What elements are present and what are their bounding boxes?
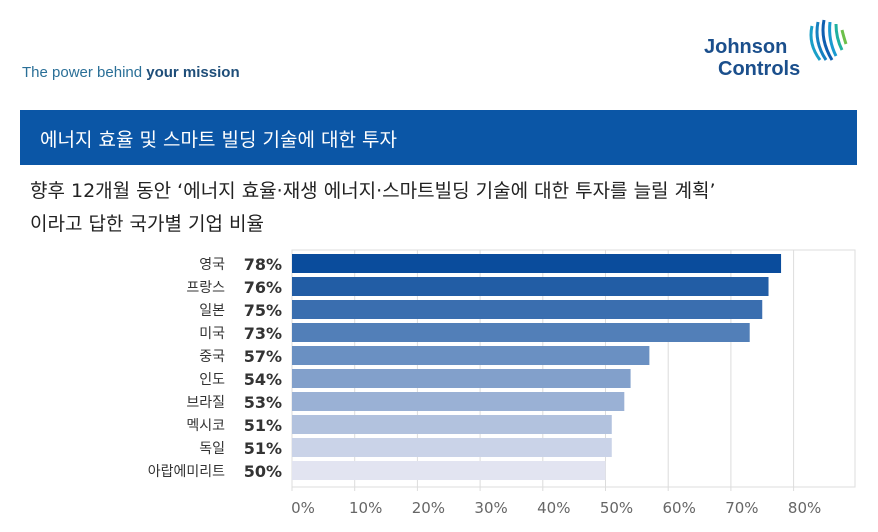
- title-banner: 에너지 효율 및 스마트 빌딩 기술에 대한 투자: [20, 110, 857, 165]
- value-label: 50%: [244, 462, 282, 481]
- category-label: 일본: [199, 303, 225, 319]
- category-label: 중국: [199, 349, 225, 365]
- bar: [292, 461, 606, 480]
- x-tick-label: 50%: [600, 499, 633, 517]
- value-label: 75%: [244, 301, 282, 320]
- bar: [292, 346, 650, 365]
- value-label: 51%: [244, 439, 282, 458]
- bar: [292, 300, 763, 319]
- tagline: The power behind your mission: [22, 64, 240, 81]
- logo-mark-icon: [809, 19, 848, 61]
- x-tick-label: 10%: [349, 499, 382, 517]
- bar: [292, 392, 625, 411]
- bar: [292, 415, 612, 434]
- tagline-bold: your mission: [146, 64, 240, 81]
- value-label: 53%: [244, 393, 282, 412]
- value-label: 57%: [244, 347, 282, 366]
- logo-line2: Controls: [718, 58, 801, 80]
- category-label: 미국: [199, 326, 225, 342]
- x-tick-label: 30%: [474, 499, 507, 517]
- category-label: 독일: [199, 441, 225, 457]
- value-label: 76%: [244, 278, 282, 297]
- subtitle-line1: 향후 12개월 동안 ‘에너지 효율·재생 에너지·스마트빌딩 기술에 대한 투…: [30, 180, 716, 202]
- logo-text: Johnson Controls: [704, 36, 800, 80]
- x-tick-label: 40%: [537, 499, 570, 517]
- chart-subtitle: 향후 12개월 동안 ‘에너지 효율·재생 에너지·스마트빌딩 기술에 대한 투…: [30, 175, 716, 241]
- tagline-prefix: The power behind: [22, 64, 147, 81]
- x-tick-label: 0%: [291, 499, 315, 517]
- bar: [292, 438, 612, 457]
- value-label: 51%: [244, 416, 282, 435]
- bar: [292, 254, 782, 273]
- bar: [292, 369, 631, 388]
- subtitle-line2: 이라고 답한 국가별 기업 비율: [30, 213, 264, 235]
- bar: [292, 323, 750, 342]
- category-label: 인도: [199, 372, 225, 388]
- category-label: 영국: [199, 257, 225, 273]
- x-tick-label: 80%: [788, 499, 821, 517]
- category-label: 브라질: [186, 395, 225, 411]
- category-label: 아랍에미리트: [148, 464, 225, 480]
- banner-title: 에너지 효율 및 스마트 빌딩 기술에 대한 투자: [40, 129, 397, 151]
- category-label: 프랑스: [186, 280, 225, 296]
- x-tick-label: 20%: [412, 499, 445, 517]
- value-label: 78%: [244, 255, 282, 274]
- bar: [292, 277, 769, 296]
- x-tick-label: 60%: [663, 499, 696, 517]
- x-tick-label: 70%: [725, 499, 758, 517]
- value-label: 73%: [244, 324, 282, 343]
- logo-line1: Johnson: [704, 36, 788, 58]
- johnson-controls-logo: Johnson Controls: [702, 14, 862, 84]
- category-label: 멕시코: [186, 418, 225, 434]
- value-label: 54%: [244, 370, 282, 389]
